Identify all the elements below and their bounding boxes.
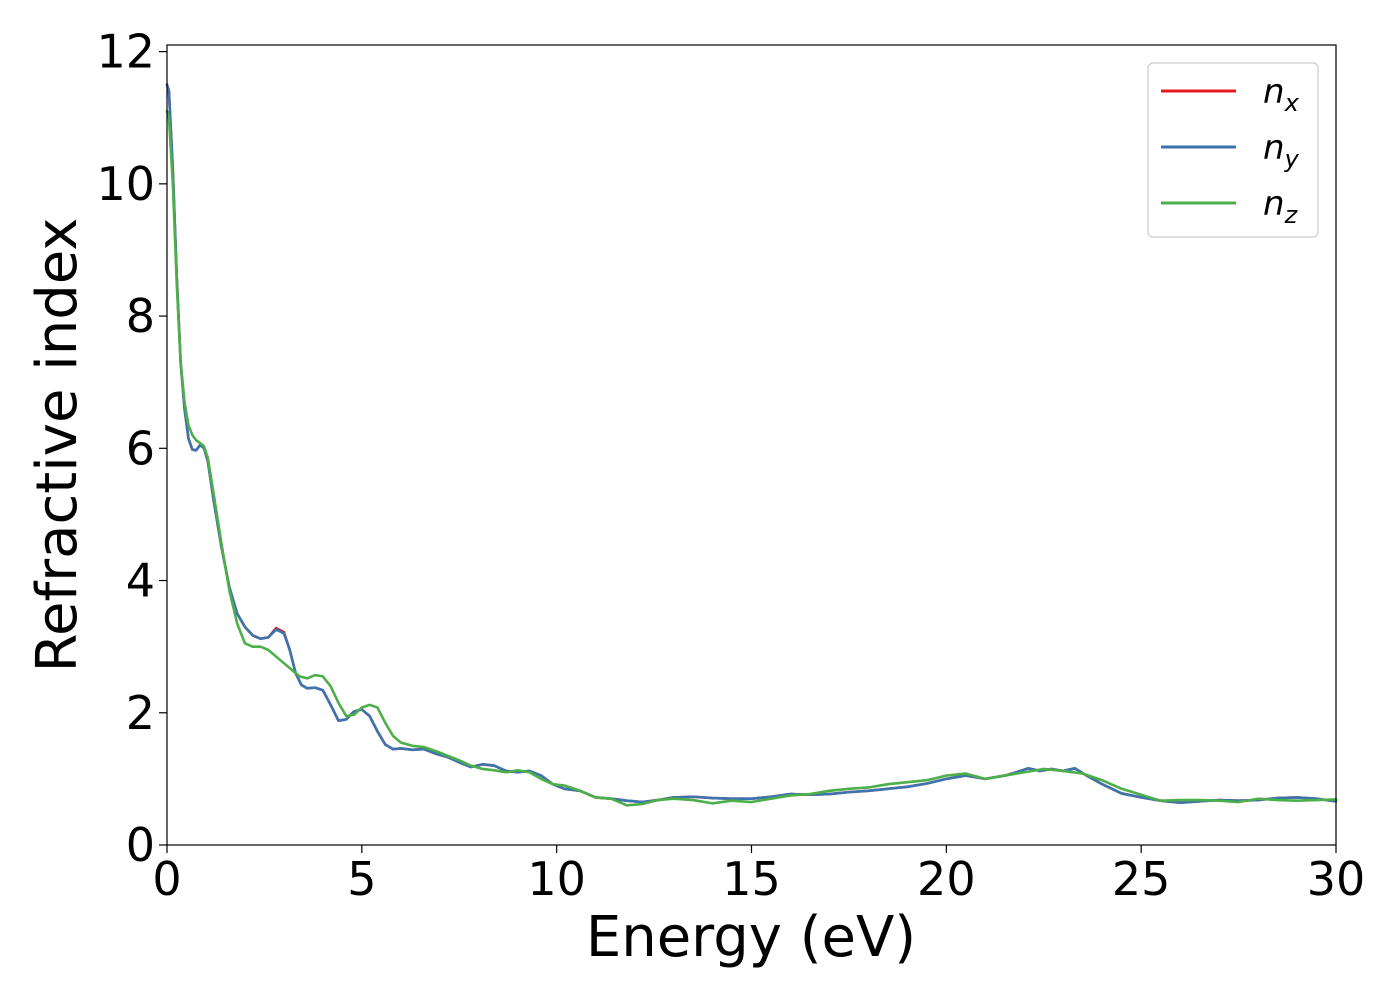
y-tick-label: 10 bbox=[96, 157, 155, 211]
y-tick-label: 8 bbox=[126, 289, 155, 343]
y-tick-label: 2 bbox=[126, 686, 155, 740]
x-tick-label: 30 bbox=[1307, 852, 1366, 906]
y-tick-label: 12 bbox=[96, 25, 155, 79]
y-tick-label: 6 bbox=[126, 421, 155, 475]
plot-lines bbox=[165, 83, 1338, 807]
y-tick-label: 0 bbox=[126, 818, 155, 872]
x-axis: 0 5 10 15 20 25 30 bbox=[152, 845, 1365, 906]
x-tick-label: 10 bbox=[527, 852, 586, 906]
legend-label-y: ny bbox=[1263, 128, 1300, 173]
legend-box bbox=[1147, 62, 1319, 238]
x-tick-label: 5 bbox=[347, 852, 376, 906]
x-tick-label: 25 bbox=[1112, 852, 1171, 906]
series-line-z bbox=[165, 109, 1338, 807]
legend-label-z: nz bbox=[1263, 184, 1299, 229]
x-tick-label: 0 bbox=[152, 852, 181, 906]
x-tick-label: 15 bbox=[722, 852, 781, 906]
y-axis: 0 2 4 6 8 10 12 bbox=[96, 25, 167, 872]
legend: nx ny nz bbox=[1147, 62, 1319, 238]
y-tick-label: 4 bbox=[126, 554, 155, 608]
x-tick-label: 20 bbox=[917, 852, 976, 906]
x-axis-title: Energy (eV) bbox=[586, 905, 916, 970]
legend-label-x: nx bbox=[1263, 72, 1300, 117]
y-axis-title: Refractive index bbox=[25, 218, 90, 673]
